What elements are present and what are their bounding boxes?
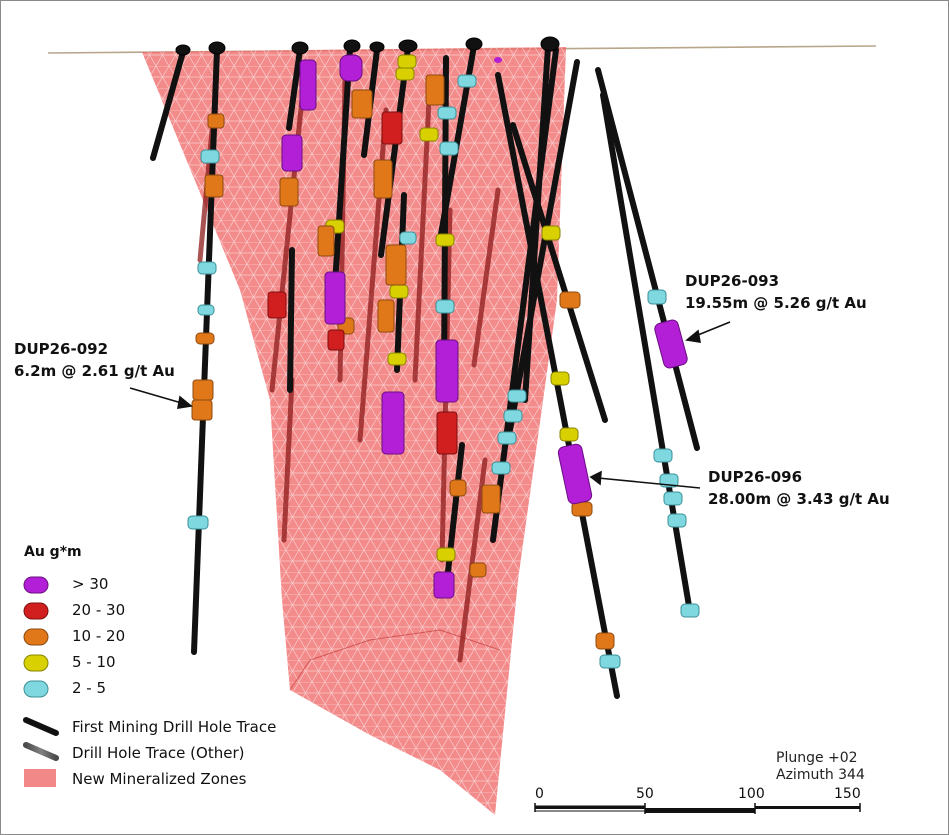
callout-intercept: 6.2m @ 2.61 g/t Au xyxy=(14,362,175,380)
legend-symbols xyxy=(23,576,59,787)
legend-label-20-30: 20 - 30 xyxy=(72,601,126,619)
legend-swatch-20-30 xyxy=(23,602,49,620)
legend-label-10-20: 10 - 20 xyxy=(72,627,126,645)
callout-hole-id: DUP26-096 xyxy=(708,468,803,486)
callout-dup26-093: DUP26-093 19.55m @ 5.26 g/t Au xyxy=(685,270,867,314)
drill-traces xyxy=(150,43,700,699)
legend-swatch-5-10 xyxy=(23,654,49,672)
azimuth-label: Azimuth 344 xyxy=(776,767,865,783)
drill-trace-dup26-093 xyxy=(595,67,700,451)
callout-intercept: 28.00m @ 3.43 g/t Au xyxy=(708,490,890,508)
scale-tick-50: 50 xyxy=(636,786,654,802)
intervals-over-30 xyxy=(281,54,688,599)
intervals-5-10 xyxy=(325,54,579,562)
legend-swatch-2-5 xyxy=(23,680,49,698)
legend-zone-swatch xyxy=(24,769,56,787)
legend-label-other-trace: Drill Hole Trace (Other) xyxy=(72,744,245,762)
intervals-2-5 xyxy=(187,74,700,669)
legend-first-mining-trace xyxy=(23,717,59,736)
view-orientation: Plunge +02 Azimuth 344 xyxy=(776,750,865,784)
legend-label-over-30: > 30 xyxy=(72,575,109,593)
plunge-label: Plunge +02 xyxy=(776,750,858,766)
collars xyxy=(175,36,560,63)
mineralized-zone xyxy=(142,47,566,815)
legend-swatch-over-30 xyxy=(23,576,49,594)
callout-dup26-092: DUP26-092 6.2m @ 2.61 g/t Au xyxy=(14,338,175,382)
legend-label-first-mining-trace: First Mining Drill Hole Trace xyxy=(72,718,277,736)
callout-hole-id: DUP26-092 xyxy=(14,340,109,358)
scale-tick-0: 0 xyxy=(535,786,544,802)
callout-intercept: 19.55m @ 5.26 g/t Au xyxy=(685,294,867,312)
legend-label-2-5: 2 - 5 xyxy=(72,679,107,697)
legend-label-5-10: 5 - 10 xyxy=(72,653,116,671)
legend-swatch-10-20 xyxy=(23,628,49,646)
callout-dup26-096: DUP26-096 28.00m @ 3.43 g/t Au xyxy=(708,466,890,510)
legend-label-zone: New Mineralized Zones xyxy=(72,770,247,788)
callout-hole-id: DUP26-093 xyxy=(685,272,780,290)
intervals-10-20 xyxy=(191,74,615,650)
scale-tick-150: 150 xyxy=(834,786,861,802)
scale-bar xyxy=(534,803,861,814)
callout-arrows xyxy=(129,321,731,489)
scale-tick-100: 100 xyxy=(738,786,765,802)
legend-title: Au g*m xyxy=(24,544,82,560)
intervals-20-30 xyxy=(267,111,458,455)
